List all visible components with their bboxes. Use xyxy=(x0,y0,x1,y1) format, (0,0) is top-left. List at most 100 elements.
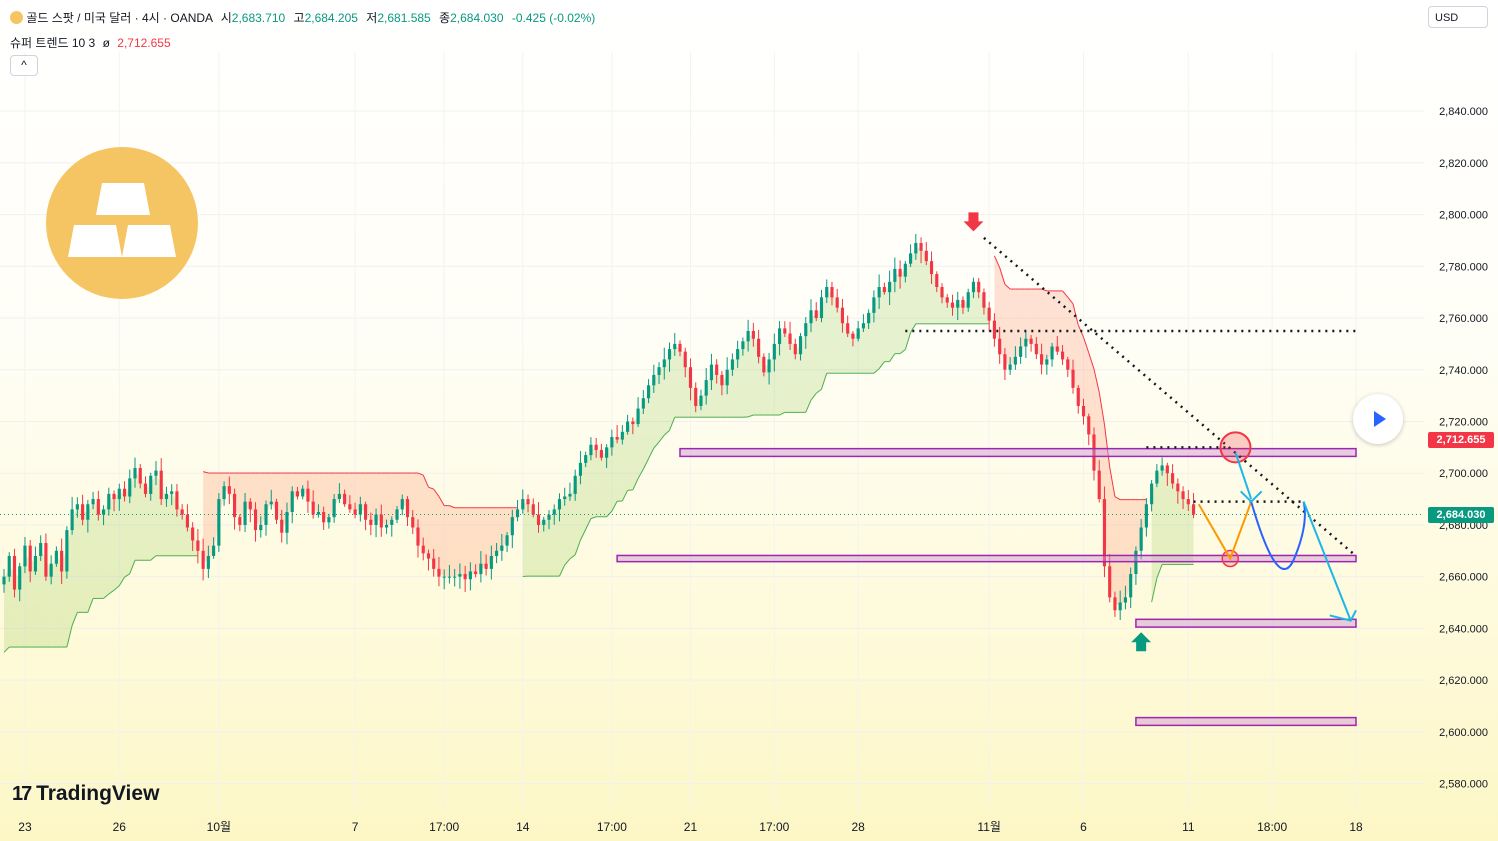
support-zone-2[interactable] xyxy=(1135,618,1357,628)
supertrend-fill xyxy=(444,505,450,577)
trendline[interactable] xyxy=(983,236,1357,557)
grid xyxy=(0,52,1424,812)
supertrend-fill xyxy=(166,492,172,556)
supertrend-fill xyxy=(711,369,717,418)
cyan-arrow-2[interactable] xyxy=(1302,501,1352,621)
candle-body xyxy=(992,320,996,339)
candle-body xyxy=(248,501,252,510)
candle-body xyxy=(468,571,472,580)
candle-body xyxy=(91,499,95,505)
blue-projection[interactable] xyxy=(1250,501,1306,571)
candle-body xyxy=(950,302,955,308)
supertrend-fill xyxy=(1151,477,1157,603)
y-tick-label: 2,840.000 xyxy=(1439,106,1488,118)
supertrend-up-line xyxy=(71,612,78,626)
candle-body xyxy=(971,281,976,293)
supertrend-fill xyxy=(24,555,31,648)
support-zone-3[interactable] xyxy=(1135,716,1357,727)
candle-body xyxy=(888,281,892,293)
candle-body xyxy=(311,501,315,515)
candle-body xyxy=(222,486,226,500)
supertrend-fill xyxy=(659,363,665,442)
supertrend-fill xyxy=(1046,290,1053,362)
candle-body xyxy=(1024,338,1028,347)
x-tick-label: 23 xyxy=(18,820,32,834)
sell-arrow-marker[interactable] xyxy=(963,212,984,232)
candle-body xyxy=(1087,416,1091,435)
supertrend-down-line xyxy=(999,267,1006,285)
candle-body xyxy=(379,514,383,528)
candle-body xyxy=(919,243,923,251)
tradingview-logo[interactable]: 17 TradingView xyxy=(12,782,159,806)
supertrend-fill xyxy=(45,559,52,648)
supertrend-fill xyxy=(1099,392,1105,533)
candle-body xyxy=(641,398,645,409)
candle-body xyxy=(495,550,499,556)
candle-body xyxy=(201,550,205,569)
candle-body xyxy=(646,385,651,399)
buy-arrow-marker[interactable] xyxy=(1131,632,1152,652)
replay-button[interactable] xyxy=(1353,394,1403,444)
candle-body xyxy=(814,310,818,319)
candle-body xyxy=(411,517,415,528)
supertrend-fill xyxy=(569,484,576,559)
candle-body xyxy=(1123,597,1127,603)
supertrend-down-line xyxy=(422,474,429,488)
candle-body xyxy=(867,312,871,324)
candle-body xyxy=(998,338,1002,355)
supertrend-fill xyxy=(1177,487,1184,565)
candle-body xyxy=(699,395,703,406)
currency-selector[interactable]: USD xyxy=(1428,6,1488,28)
collapse-legend-button[interactable]: ^ xyxy=(10,55,38,76)
candle-body xyxy=(243,501,247,525)
candle-body xyxy=(280,519,284,533)
candle-body xyxy=(75,504,79,510)
supertrend-up-line xyxy=(1156,564,1163,579)
candle-body xyxy=(374,514,378,525)
y-tick-label: 2,800.000 xyxy=(1439,210,1488,222)
supertrend-fill xyxy=(1020,289,1026,352)
supertrend-fill xyxy=(889,275,895,362)
candle-body xyxy=(1013,356,1017,365)
supertrend-fill xyxy=(528,501,534,577)
eye-slash-icon[interactable]: ø xyxy=(102,36,110,50)
cyan-arrowhead-2 xyxy=(1329,609,1357,622)
x-tick-label: 18:00 xyxy=(1257,820,1287,834)
supertrend-up-line xyxy=(621,490,629,502)
supertrend-fill xyxy=(14,572,20,648)
candle-body xyxy=(872,297,876,313)
candle-body xyxy=(107,493,111,510)
supertrend-up-line xyxy=(637,468,644,479)
target-circle-top[interactable] xyxy=(1219,431,1252,464)
cyan-arrow-1[interactable] xyxy=(1234,452,1253,500)
resistance-zone[interactable] xyxy=(679,447,1357,458)
supertrend-up-line xyxy=(129,560,136,574)
candle-body xyxy=(316,512,320,515)
supertrend-fill xyxy=(470,507,476,576)
candle-body xyxy=(474,571,478,575)
supertrend-up-line xyxy=(747,414,754,418)
candle-body xyxy=(1139,527,1143,551)
supertrend-fill xyxy=(318,473,324,518)
candle-body xyxy=(751,330,755,339)
supertrend-fill xyxy=(978,287,984,324)
candle-body xyxy=(746,330,750,342)
support-zone-1[interactable] xyxy=(616,554,1357,563)
symbol-title[interactable]: 골드 스팟 / 미국 달러 · 4시 · OANDA xyxy=(26,11,213,25)
candle-body xyxy=(133,468,137,479)
orange-projection[interactable] xyxy=(1197,501,1253,561)
candle-body xyxy=(1108,566,1112,598)
y-tick-label: 2,720.000 xyxy=(1439,416,1488,428)
supertrend-fill xyxy=(543,517,549,577)
candle-body xyxy=(1155,470,1159,484)
candle-body xyxy=(170,491,174,494)
candle-body xyxy=(327,517,331,523)
indicator-legend[interactable]: 슈퍼 트렌드 10 3 ø 2,712.655 xyxy=(10,34,171,51)
supertrend-fill xyxy=(480,507,487,569)
supertrend-up-line xyxy=(642,458,650,470)
axes: 2,840.000 2,820.000 2,800.000 2,780.000 2,76… xyxy=(18,106,1488,834)
candle-body xyxy=(1019,346,1023,357)
indicator-name[interactable]: 슈퍼 트렌드 10 3 xyxy=(10,36,96,50)
